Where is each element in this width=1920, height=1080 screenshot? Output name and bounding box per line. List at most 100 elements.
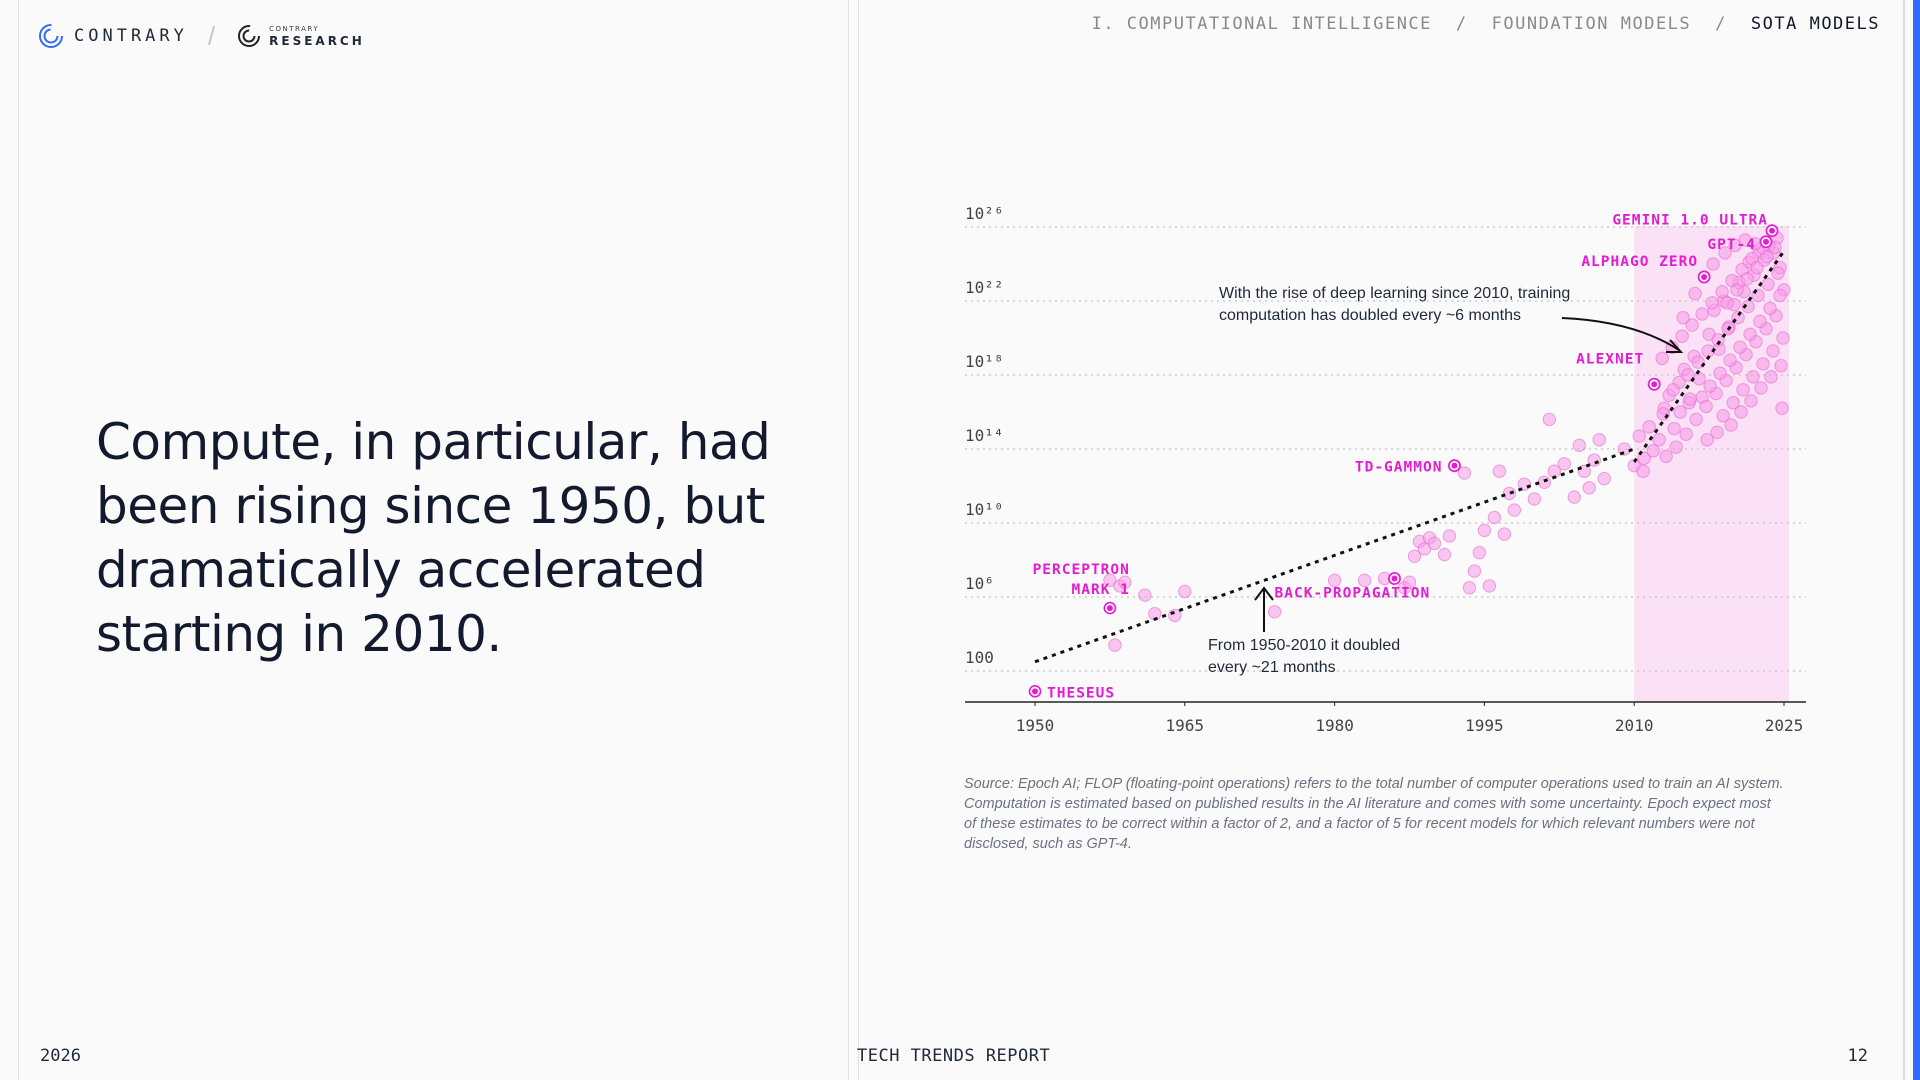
data-point [1705,296,1719,310]
data-point [1437,547,1452,562]
annotation-text: With the rise of deep learning since 201… [1219,285,1570,302]
data-point [1715,285,1729,299]
breadcrumb: I. COMPUTATIONAL INTELLIGENCE / FOUNDATI… [1092,14,1880,34]
data-point [1724,418,1738,432]
breadcrumb-separator: / [1455,14,1468,34]
data-point [1716,409,1730,423]
data-point [1681,368,1695,382]
point-label: PERCEPTRON [1033,562,1130,578]
footer-year: 2026 [40,1046,81,1066]
data-point [1750,261,1764,275]
data-point [1676,310,1690,325]
data-point [1457,466,1472,480]
data-point [1582,481,1596,495]
annotation-text: computation has doubled every ~6 months [1219,307,1521,324]
data-point [1462,581,1477,595]
data-point [1685,318,1699,332]
right-edge-line [1903,0,1905,1080]
annotation-arrowhead [1254,586,1274,601]
data-point [1669,440,1683,454]
point-label: GPT-4 [1707,237,1756,253]
data-point [1103,573,1117,588]
data-point [1695,307,1709,321]
data-point [1666,383,1680,397]
data-point [1723,353,1737,367]
data-point [1138,588,1152,602]
y-tick-label: 10¹⁸ [965,352,1004,371]
data-point [1734,405,1748,419]
data-point [1656,407,1670,421]
x-tick-label: 2025 [1765,716,1804,735]
labeled-point-dot [1763,238,1770,245]
data-point [1646,444,1660,458]
data-point [1726,396,1740,410]
data-point [1743,327,1757,341]
data-point [1427,536,1442,551]
data-point [1327,573,1342,588]
breadcrumb-separator: / [1715,14,1727,34]
data-point [1572,438,1586,452]
x-tick-label: 1980 [1315,716,1354,735]
labeled-point-dot [1769,227,1776,234]
data-point [1688,286,1702,301]
y-tick-label: 10²⁶ [965,204,1004,223]
data-point [1497,527,1512,541]
point-label: BACK-PROPAGATION [1275,586,1431,602]
data-point [1754,381,1768,395]
data-point [1775,401,1789,415]
page-number: 12 [1847,1046,1868,1066]
data-point [1636,464,1650,478]
x-tick-label: 1965 [1166,716,1205,735]
y-tick-label: 100 [965,648,994,667]
data-point [1597,471,1611,486]
data-point [1472,545,1487,560]
data-point [1667,421,1681,436]
data-point [1711,333,1725,347]
data-point [1637,451,1651,465]
point-label: ALEXNET [1576,351,1644,367]
data-point [1699,399,1713,414]
data-point [1492,464,1507,478]
annotation-text: From 1950-2010 it doubled [1208,637,1400,654]
data-point [1760,249,1774,264]
data-point [1741,299,1755,314]
data-point [1652,433,1666,447]
data-point [1753,314,1767,329]
margin-line-left [18,0,19,1080]
data-point [1527,492,1542,506]
data-point [1557,457,1571,471]
right-accent-bar [1913,0,1920,1080]
data-point [1718,246,1732,260]
data-point [1592,433,1606,447]
breadcrumb-item-sota-models[interactable]: SOTA MODELS [1750,14,1880,34]
data-point [1482,579,1497,593]
labeled-point-dot [1032,688,1038,695]
research-logo-icon [238,25,261,47]
y-tick-label: 10²² [965,278,1004,297]
data-point [1659,449,1673,464]
data-point [1773,288,1787,303]
data-point [1567,490,1581,504]
contrary-logo-icon [39,24,63,48]
data-point [1761,277,1775,292]
data-point [1771,266,1785,280]
data-point [1756,357,1770,371]
labeled-point-dot [1391,575,1398,582]
brand-lockup[interactable]: CONTRARY / CONTRARY RESEARCH [38,20,365,52]
annotation-arrow [1561,317,1680,351]
y-tick-label: 10⁶ [965,574,994,593]
breadcrumb-item-computational-intelligence[interactable]: I. COMPUTATIONAL INTELLIGENCE [1091,14,1432,34]
data-point [1178,584,1192,599]
data-point [1675,329,1689,343]
contrary-research-lockup: CONTRARY RESEARCH [237,24,365,48]
data-point [1689,412,1703,427]
data-point [1776,331,1790,345]
data-point [1417,542,1432,556]
breadcrumb-item-foundation-models[interactable]: FOUNDATION MODELS [1491,14,1692,34]
annotation-text: every ~21 months [1208,659,1336,676]
point-label: ALPHAGO ZERO [1581,254,1698,270]
x-tick-label: 1995 [1465,716,1504,735]
data-point [1733,340,1747,354]
data-point [1720,296,1734,310]
